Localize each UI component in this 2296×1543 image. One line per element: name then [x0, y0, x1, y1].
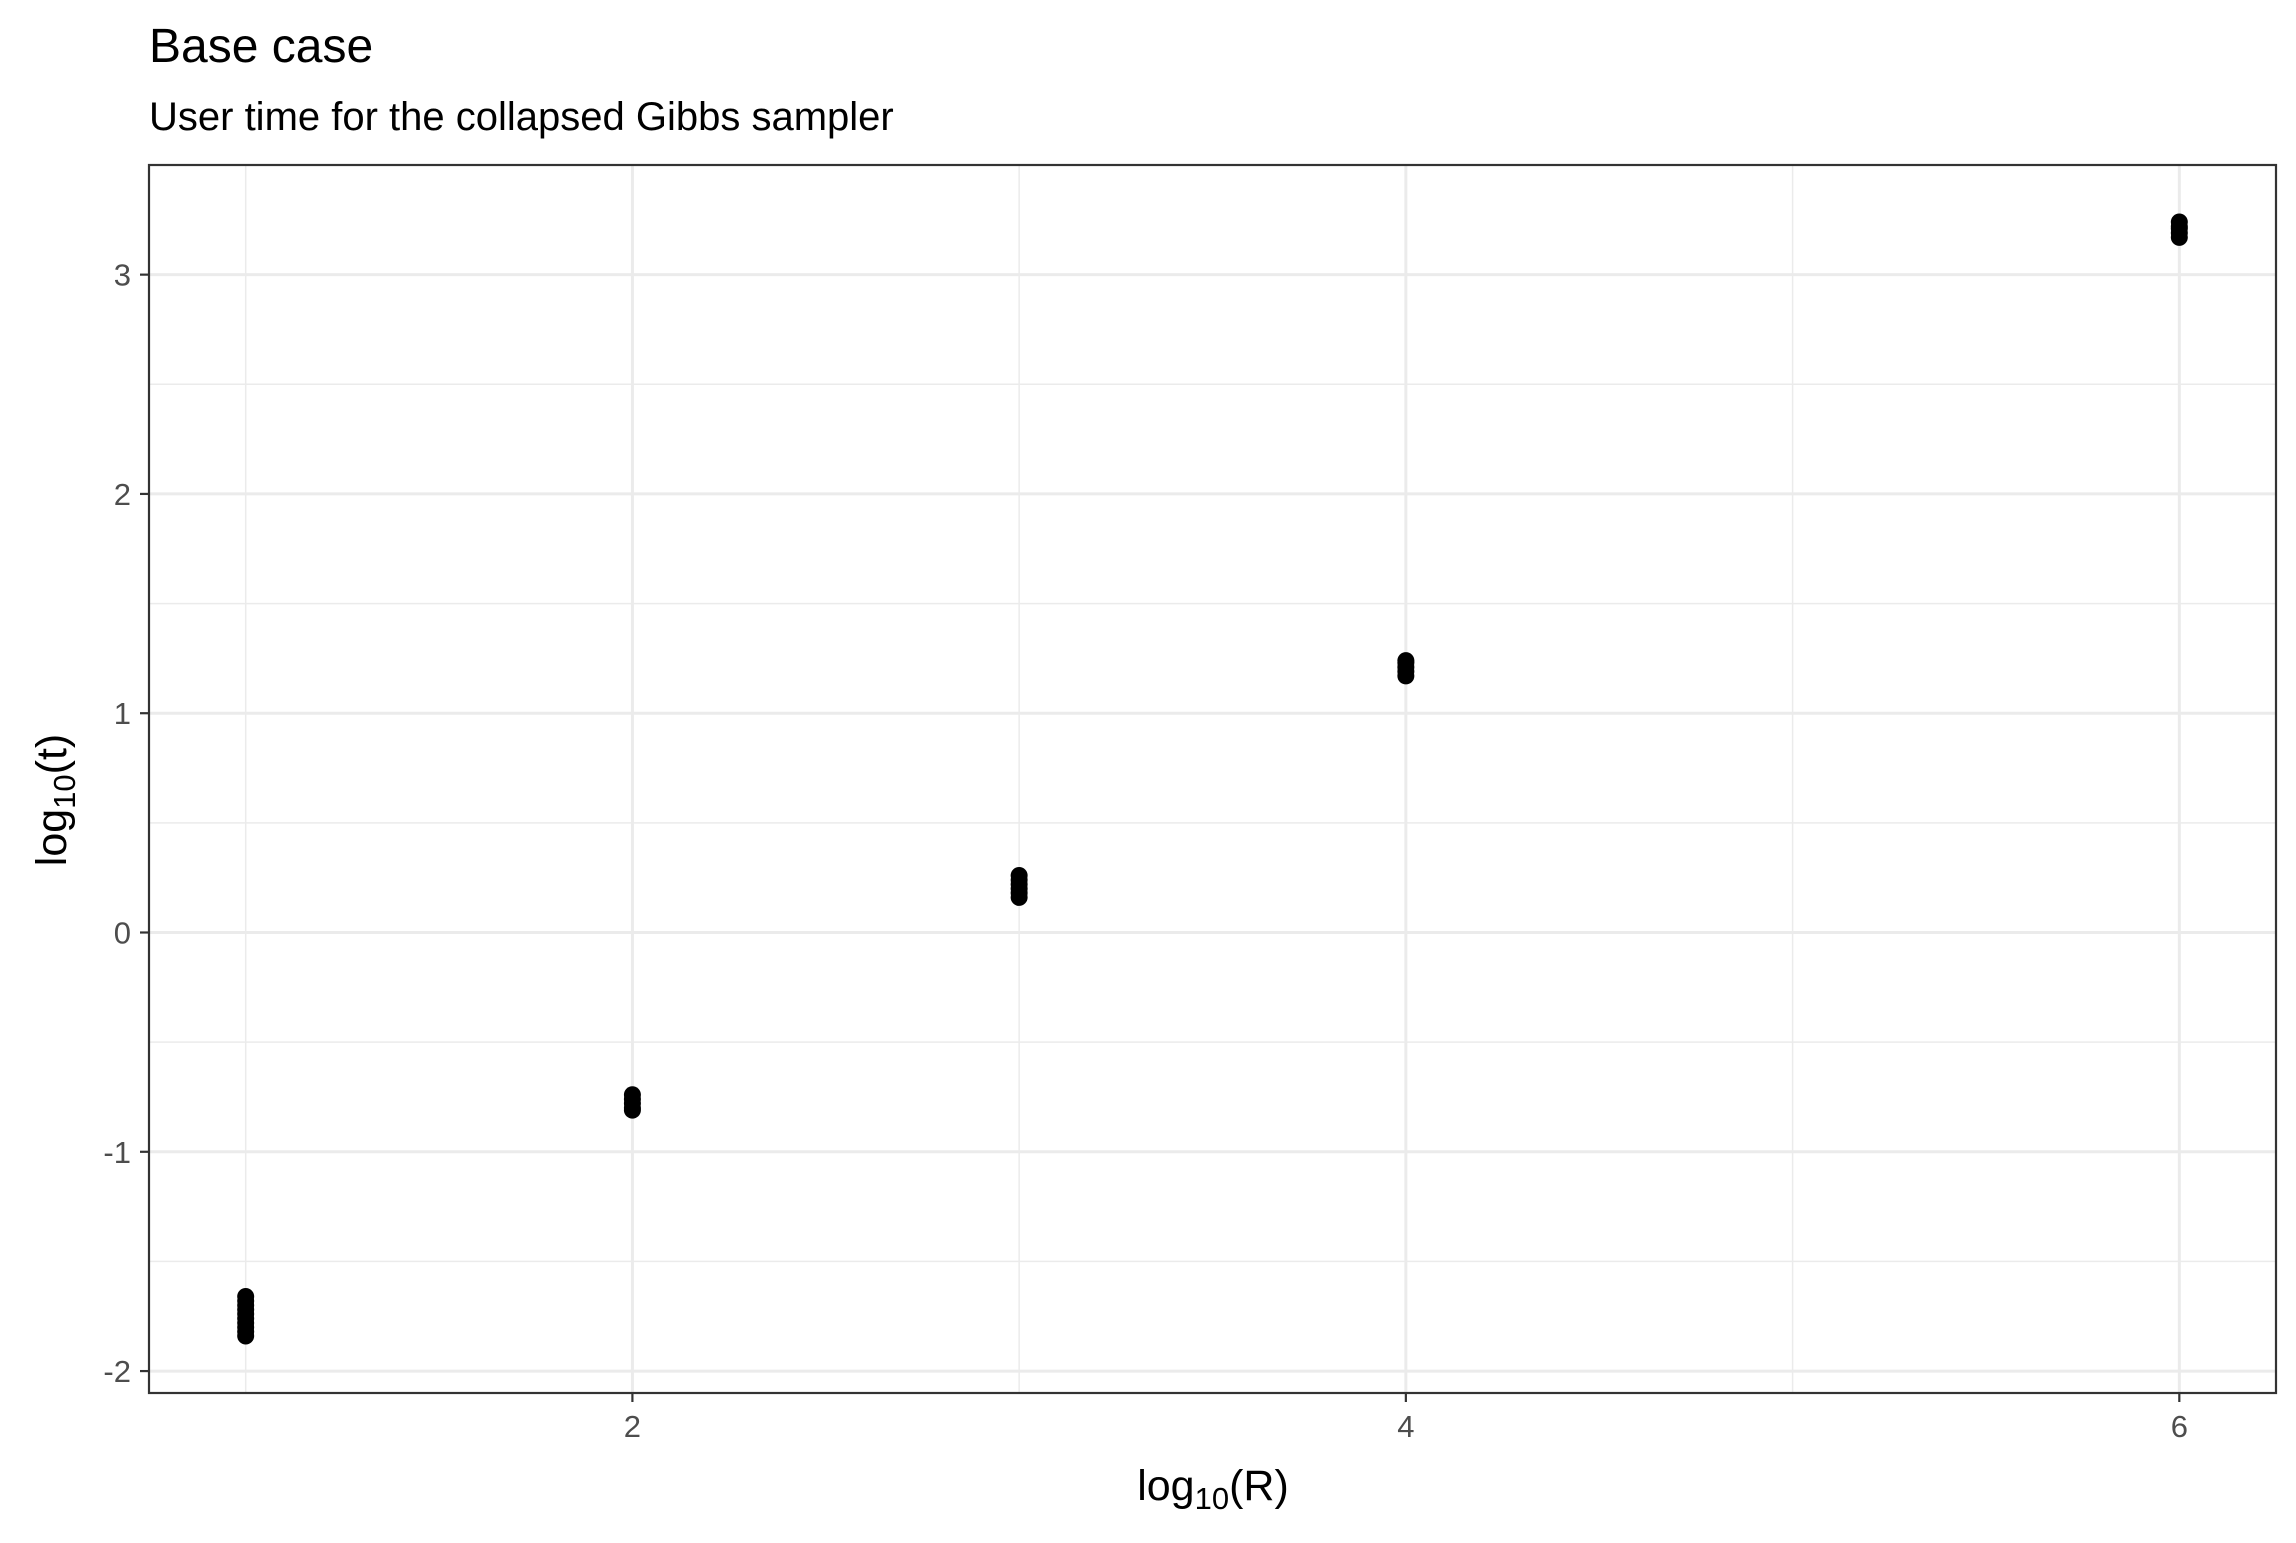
- x-tick-label-0: 2: [624, 1409, 641, 1444]
- chart-title: Base case: [149, 20, 373, 73]
- x-axis-title-subscript: 10: [1195, 1481, 1229, 1516]
- data-point: [2170, 213, 2188, 231]
- axes: 2 4 6 -2 -1 0 1 2 3: [103, 258, 2188, 1444]
- y-tick-label-0: -2: [103, 1354, 131, 1389]
- data-point: [1397, 652, 1415, 670]
- y-tick-label-5: 3: [114, 258, 131, 293]
- data-point: [237, 1327, 255, 1345]
- data-points: [237, 213, 2188, 1345]
- x-tick-label-1: 4: [1397, 1409, 1414, 1444]
- grid: [149, 164, 2276, 1393]
- y-tick-label-4: 2: [114, 477, 131, 512]
- x-axis-title-base: log: [1137, 1462, 1194, 1510]
- y-tick-label-3: 1: [114, 696, 131, 731]
- x-axis-title-argument: (R): [1229, 1462, 1289, 1510]
- y-tick-label-1: -1: [103, 1135, 131, 1170]
- y-axis-title-base: log: [28, 809, 76, 866]
- plot-panel-border: [147, 163, 2278, 1395]
- data-point: [1010, 866, 1028, 884]
- y-axis-title-subscript: 10: [47, 774, 82, 808]
- y-axis-title: log10(t): [28, 734, 82, 866]
- x-axis-title: log10(R): [1137, 1462, 1289, 1516]
- x-tick-label-2: 6: [2171, 1409, 2188, 1444]
- chart-subtitle: User time for the collapsed Gibbs sample…: [149, 95, 894, 139]
- y-tick-label-2: 0: [114, 916, 131, 951]
- data-point: [623, 1101, 641, 1119]
- y-axis-title-argument: (t): [28, 734, 76, 775]
